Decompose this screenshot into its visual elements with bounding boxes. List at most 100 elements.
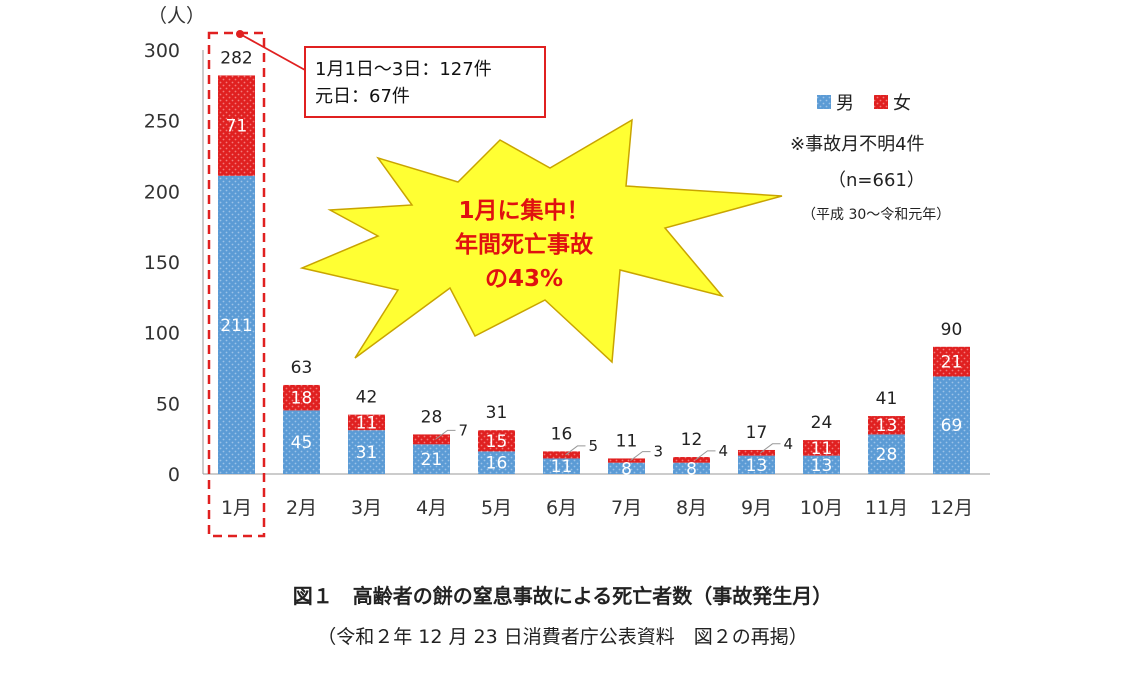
data-label-male-1: 211 — [220, 316, 252, 336]
figure-caption-source: （令和２年 12 月 23 日消費者庁公表資料 図２の再掲） — [317, 626, 808, 648]
bar-female-5 — [478, 430, 515, 452]
y-tick-label-200: 200 — [144, 181, 180, 203]
bar-male-4 — [413, 444, 450, 474]
y-tick-label-150: 150 — [144, 252, 180, 274]
data-label-female-2: 18 — [291, 389, 313, 409]
legend-swatch-male — [817, 95, 831, 109]
data-label-female-9: 4 — [784, 435, 794, 453]
data-label-female-8: 4 — [719, 442, 729, 460]
legend-label-female: 女 — [893, 93, 911, 114]
data-label-male-3: 31 — [356, 443, 378, 463]
x-tick-label-10: 10月 — [800, 497, 843, 519]
legend-label-male: 男 — [836, 93, 854, 114]
x-tick-label-7: 7月 — [611, 497, 642, 519]
starburst-text-line1: 1月に集中！ — [458, 197, 589, 224]
data-label-male-10: 13 — [811, 456, 833, 476]
bar-female-1 — [218, 75, 255, 176]
data-label-female-12: 21 — [941, 353, 963, 373]
note-sample-size: （n=661） — [828, 170, 925, 191]
bar-male-5 — [478, 451, 515, 474]
data-label-male-12: 69 — [941, 416, 963, 436]
total-label-9: 17 — [746, 423, 768, 443]
x-tick-label-8: 8月 — [676, 497, 707, 519]
callout-text-line2: 元日：67件 — [315, 86, 410, 107]
data-label-female-11: 13 — [876, 416, 898, 436]
bar-female-12 — [933, 346, 970, 377]
legend-swatch-female — [874, 95, 888, 109]
data-label-female-7: 3 — [654, 443, 664, 461]
y-tick-label-100: 100 — [144, 323, 180, 345]
bar-male-2 — [283, 410, 320, 474]
total-label-11: 41 — [876, 389, 898, 409]
bar-female-7 — [608, 458, 645, 463]
total-label-6: 16 — [551, 424, 573, 444]
total-label-3: 42 — [356, 388, 378, 408]
data-label-female-3: 11 — [356, 413, 378, 433]
callout-box — [304, 46, 546, 118]
y-tick-label-300: 300 — [144, 40, 180, 62]
x-tick-label-5: 5月 — [481, 497, 512, 519]
starburst-shape — [299, 118, 783, 364]
total-label-10: 24 — [811, 413, 833, 433]
total-label-5: 31 — [486, 403, 508, 423]
data-label-female-4: 7 — [459, 421, 469, 439]
total-label-1: 282 — [220, 48, 252, 68]
data-label-male-8: 8 — [686, 459, 697, 479]
data-label-leader-9 — [760, 443, 781, 454]
bar-male-9 — [738, 455, 775, 474]
legend: 男 女 — [817, 93, 911, 114]
data-label-male-4: 21 — [421, 450, 443, 470]
data-label-male-5: 16 — [486, 454, 508, 474]
bar-male-1 — [218, 175, 255, 474]
starburst-text-line3: の43% — [485, 266, 563, 292]
data-label-male-11: 28 — [876, 445, 898, 465]
bar-male-11 — [868, 434, 905, 474]
bar-male-7 — [608, 462, 645, 474]
data-label-leader-6 — [565, 445, 586, 456]
x-tick-label-2: 2月 — [286, 497, 317, 519]
bar-male-6 — [543, 458, 580, 474]
data-label-male-6: 11 — [551, 457, 573, 477]
x-tick-label-11: 11月 — [865, 497, 908, 519]
january-highlight-box — [207, 31, 266, 538]
data-label-male-7: 8 — [621, 459, 632, 479]
bar-male-8 — [673, 462, 710, 474]
bar-female-2 — [283, 384, 320, 411]
y-tick-labels: 0 50 100 150 200 250 300 — [144, 40, 180, 486]
bar-male-3 — [348, 430, 385, 474]
x-tick-label-12: 12月 — [930, 497, 973, 519]
x-tick-label-4: 4月 — [416, 497, 447, 519]
x-tick-label-9: 9月 — [741, 497, 772, 519]
data-label-female-6: 5 — [589, 437, 599, 455]
note-period: （平成 30～令和元年） — [802, 207, 950, 223]
bar-female-9 — [738, 449, 775, 456]
y-tick-label-250: 250 — [144, 111, 180, 133]
data-label-female-10: 11 — [811, 439, 833, 459]
data-label-female-5: 15 — [486, 432, 508, 452]
starburst-text-line2: 年間死亡事故 — [455, 231, 593, 258]
data-label-leader-4 — [435, 429, 456, 440]
bar-female-6 — [543, 451, 580, 459]
data-label-female-1: 71 — [226, 117, 248, 137]
bar-female-8 — [673, 457, 710, 463]
bar-female-3 — [348, 414, 385, 431]
callout-pointer-line — [239, 33, 306, 71]
bar-male-12 — [933, 376, 970, 474]
note-unknown-month: ※事故月不明4件 — [790, 134, 925, 155]
bar-female-10 — [803, 440, 840, 456]
bar-male-10 — [803, 455, 840, 474]
bar-female-4 — [413, 434, 450, 445]
total-label-2: 63 — [291, 358, 313, 378]
figure-caption-title: 図１ 高齢者の餅の窒息事故による死亡者数（事故発生月） — [292, 584, 833, 608]
data-label-male-2: 45 — [291, 433, 313, 453]
y-tick-label-0: 0 — [168, 464, 180, 486]
total-label-7: 11 — [616, 431, 638, 451]
data-label-leader-8 — [695, 450, 716, 461]
callout-text-line1: 1月1日～3日：127件 — [315, 59, 492, 80]
x-tick-labels: 1月 2月 3月 4月 5月 6月 7月 8月 9月 10月 11月 12月 — [221, 497, 973, 519]
x-tick-label-6: 6月 — [546, 497, 577, 519]
data-label-leader-7 — [630, 451, 651, 461]
bar-group: 2117128245186331114221728161531115168311… — [218, 48, 970, 479]
y-tick-label-50: 50 — [156, 393, 180, 415]
